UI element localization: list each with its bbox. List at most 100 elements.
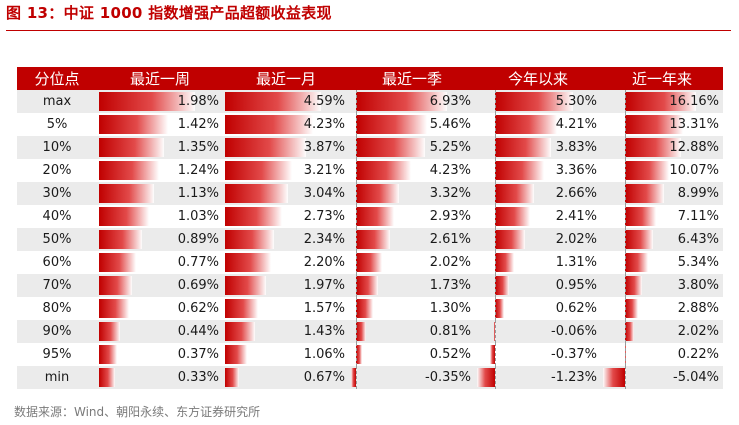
- data-bar: [495, 207, 531, 226]
- data-bar: [225, 184, 289, 203]
- zero-axis-line: [495, 205, 497, 228]
- value-label: 1.43%: [303, 324, 345, 339]
- header-row: 分位点 最近一周 最近一月 最近一季 今年以来 近一年来: [17, 67, 723, 90]
- table-row: 60% 0.77% 2.20% 2.02% 1.31% 5.34%: [17, 251, 723, 274]
- value-cell: 2.02%: [349, 251, 475, 274]
- value-cell: 2.88%: [601, 297, 723, 320]
- data-bar: [355, 161, 412, 180]
- value-cell: 3.32%: [349, 182, 475, 205]
- data-bar: [99, 115, 168, 134]
- value-label: 2.20%: [303, 255, 345, 270]
- zero-axis-line: [495, 343, 497, 366]
- zero-axis-line: [625, 297, 627, 320]
- zero-axis-line: [495, 159, 497, 182]
- data-bar: [625, 92, 696, 111]
- value-label: 1.57%: [303, 301, 345, 316]
- zero-axis-line: [495, 366, 497, 389]
- data-bar: [355, 184, 400, 203]
- zero-axis-line: [625, 274, 627, 297]
- data-bar: [355, 138, 425, 157]
- value-label: 7.11%: [677, 209, 719, 224]
- data-bar: [495, 253, 515, 272]
- data-bar: [225, 276, 267, 295]
- data-bar: [355, 115, 428, 134]
- value-cell: 5.46%: [349, 113, 475, 136]
- value-label: 0.62%: [555, 301, 597, 316]
- zero-axis-line: [355, 113, 357, 136]
- percentile-label: 20%: [42, 163, 72, 178]
- value-cell: 2.93%: [349, 205, 475, 228]
- data-bar: [625, 276, 642, 295]
- data-bar: [495, 92, 573, 111]
- value-label: 2.73%: [303, 209, 345, 224]
- zero-axis-line: [495, 274, 497, 297]
- zero-axis-line: [625, 159, 627, 182]
- data-bar: [625, 207, 657, 226]
- data-bar: [495, 184, 535, 203]
- value-label: 6.93%: [429, 94, 471, 109]
- value-label: 4.23%: [303, 117, 345, 132]
- value-cell: 5.34%: [601, 251, 723, 274]
- data-bar: [625, 299, 638, 318]
- percentile-label: 90%: [17, 320, 97, 343]
- value-cell: -0.35%: [349, 366, 475, 389]
- excess-return-table: 分位点 最近一周 最近一月 最近一季 今年以来 近一年来 max 1.98% 4.5…: [17, 67, 723, 389]
- value-cell: 2.02%: [475, 228, 601, 251]
- value-cell: 10.07%: [601, 159, 723, 182]
- zero-axis-line: [355, 343, 357, 366]
- value-label: 0.22%: [677, 347, 719, 362]
- data-bar: [495, 138, 552, 157]
- data-bar: [225, 322, 255, 341]
- value-cell: 1.98%: [97, 90, 223, 113]
- data-bar: [225, 138, 306, 157]
- value-cell: 2.66%: [475, 182, 601, 205]
- data-bar: [355, 322, 367, 341]
- percentile-label: max: [17, 90, 97, 113]
- data-bar: [225, 115, 314, 134]
- data-bar: [99, 92, 195, 111]
- value-label: 8.99%: [677, 186, 719, 201]
- value-cell: 4.59%: [223, 90, 349, 113]
- value-cell: -1.23%: [475, 366, 601, 389]
- col-header-year: 近一年来: [601, 67, 723, 90]
- value-label: 12.88%: [669, 140, 719, 155]
- value-cell: 7.11%: [601, 205, 723, 228]
- value-label: 0.67%: [303, 370, 345, 385]
- value-label: 4.21%: [555, 117, 597, 132]
- data-bar: [99, 230, 143, 249]
- value-label: -0.37%: [551, 347, 597, 362]
- table-row: 5% 1.42% 4.23% 5.46% 4.21% 13.31%: [17, 113, 723, 136]
- value-cell: 0.44%: [97, 320, 223, 343]
- value-label: -1.23%: [551, 370, 597, 385]
- value-label: 13.31%: [669, 117, 719, 132]
- data-bar: [625, 115, 684, 134]
- zero-axis-line: [495, 228, 497, 251]
- zero-axis-line: [625, 320, 627, 343]
- value-label: -0.06%: [551, 324, 597, 339]
- value-label: 2.66%: [555, 186, 597, 201]
- data-bar: [99, 161, 159, 180]
- value-label: 2.02%: [429, 255, 471, 270]
- value-cell: 2.02%: [601, 320, 723, 343]
- zero-axis-line: [355, 297, 357, 320]
- value-label: 0.44%: [177, 324, 219, 339]
- value-cell: 6.43%: [601, 228, 723, 251]
- value-label: 0.37%: [177, 347, 219, 362]
- value-label: 1.97%: [303, 278, 345, 293]
- percentile-label: 95%: [42, 347, 72, 362]
- data-bar: [99, 253, 137, 272]
- value-label: 1.35%: [177, 140, 219, 155]
- data-bar: [99, 138, 165, 157]
- value-label: 1.73%: [429, 278, 471, 293]
- value-cell: 0.95%: [475, 274, 601, 297]
- zero-axis-line: [495, 251, 497, 274]
- percentile-label: 70%: [17, 274, 97, 297]
- zero-axis-line: [355, 136, 357, 159]
- value-cell: 0.52%: [349, 343, 475, 366]
- col-header-month: 最近一月: [223, 67, 349, 90]
- data-bar: [625, 184, 665, 203]
- zero-axis-line: [625, 343, 627, 366]
- value-cell: 3.36%: [475, 159, 601, 182]
- value-cell: 1.24%: [97, 159, 223, 182]
- percentile-label: 30%: [17, 182, 97, 205]
